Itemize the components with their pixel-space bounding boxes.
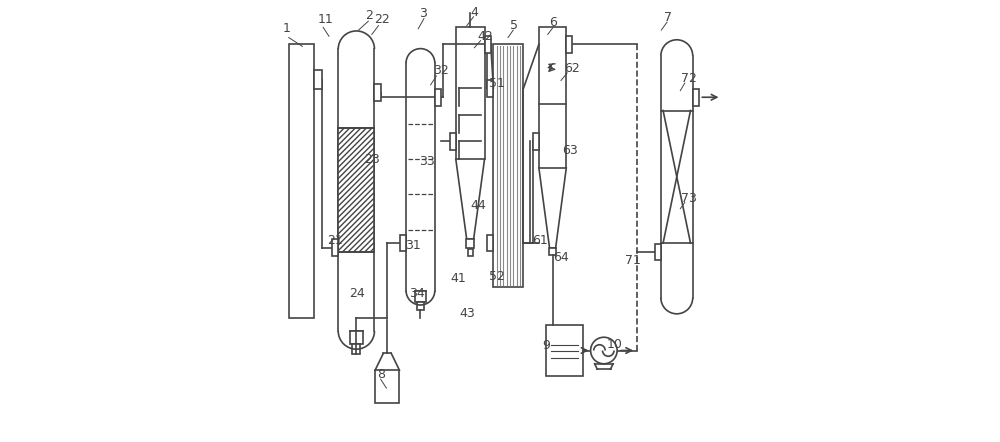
Bar (566, 36, 572, 53)
Text: 11: 11 (318, 13, 334, 27)
Text: 61: 61 (532, 234, 548, 248)
Text: 43: 43 (459, 307, 475, 320)
Bar (435, 89, 441, 106)
Bar (352, 344, 360, 354)
Bar (468, 249, 473, 256)
Text: 44: 44 (470, 199, 486, 212)
Bar (661, 56, 693, 298)
Text: 63: 63 (562, 144, 578, 157)
Text: 22: 22 (374, 13, 390, 27)
Bar (466, 239, 474, 248)
Bar (415, 291, 426, 301)
Text: 5: 5 (510, 19, 518, 32)
Text: 31: 31 (405, 239, 421, 252)
Text: 64: 64 (553, 251, 569, 264)
Bar (332, 239, 338, 256)
Bar (693, 89, 699, 106)
Text: 23: 23 (364, 152, 380, 166)
Bar (350, 331, 363, 344)
Text: 6: 6 (550, 16, 557, 30)
Bar (338, 49, 374, 331)
Bar (546, 325, 583, 376)
Bar (485, 36, 491, 53)
Text: 10: 10 (607, 338, 623, 351)
Text: 7: 7 (664, 11, 672, 24)
Text: 21: 21 (328, 234, 343, 248)
Text: 72: 72 (681, 72, 697, 85)
Bar (487, 235, 493, 251)
Text: 52: 52 (489, 270, 505, 283)
Bar (400, 235, 406, 251)
Text: 71: 71 (625, 254, 641, 267)
Bar (314, 70, 322, 89)
Text: 41: 41 (450, 272, 466, 285)
Bar (374, 84, 381, 101)
Bar (493, 44, 523, 287)
Bar (549, 248, 556, 255)
Text: 9: 9 (542, 339, 550, 352)
Text: 24: 24 (349, 287, 365, 301)
Bar (533, 133, 539, 150)
Bar (456, 27, 485, 159)
Bar (539, 27, 566, 168)
Text: 3: 3 (420, 7, 427, 20)
Text: 32: 32 (433, 64, 449, 77)
Text: 51: 51 (489, 76, 504, 90)
Text: 33: 33 (420, 155, 435, 168)
Bar (487, 80, 493, 97)
Bar (338, 128, 374, 252)
Bar (450, 133, 456, 150)
Text: 8: 8 (377, 368, 385, 381)
Text: 34: 34 (409, 287, 425, 301)
Bar (417, 301, 424, 310)
Text: 1: 1 (283, 22, 290, 35)
Circle shape (591, 337, 617, 364)
Text: 4: 4 (470, 6, 478, 19)
Text: 42: 42 (477, 30, 493, 43)
Text: 62: 62 (564, 62, 579, 75)
Bar (289, 44, 314, 318)
Bar (655, 244, 661, 260)
Text: 73: 73 (681, 191, 697, 205)
Text: 2: 2 (365, 9, 373, 22)
Bar (375, 370, 399, 403)
Bar (406, 63, 435, 291)
